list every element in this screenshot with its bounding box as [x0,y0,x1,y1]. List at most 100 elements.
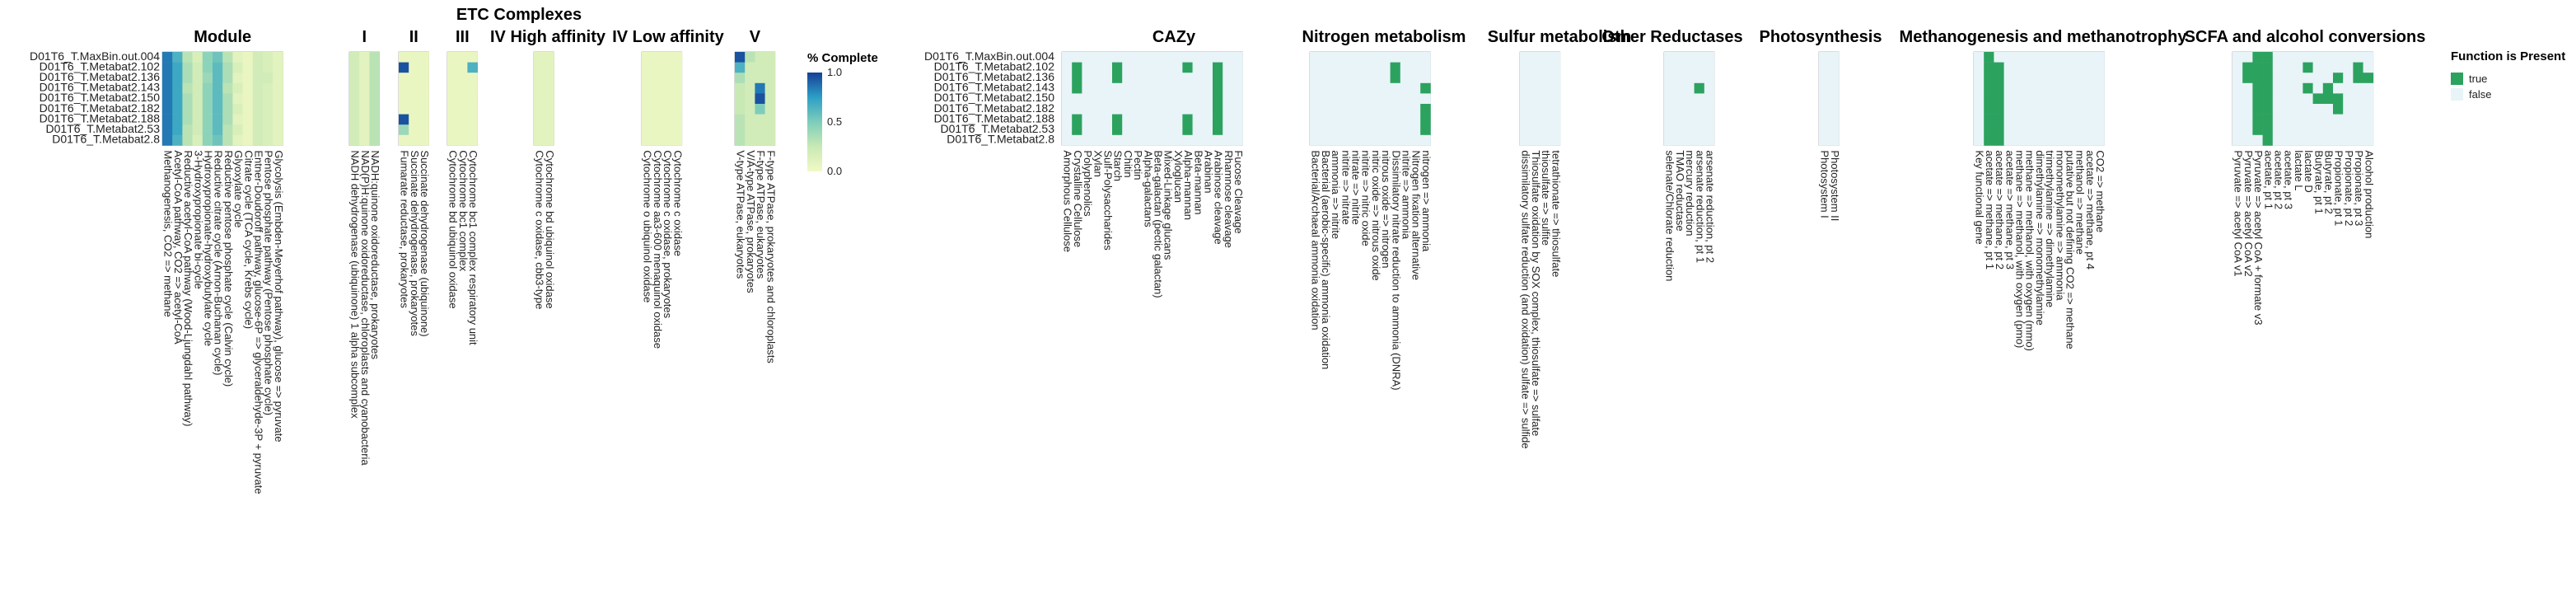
heatmap-cell [1994,93,2004,105]
panel-methanogenesis-and-methanotrophy: Methanogenesis and methanotrophy Key func… [1900,28,2188,351]
heatmap-cell [1142,134,1153,146]
heatmap-cell [1420,82,1431,94]
heatmap-cell [1072,104,1082,115]
heatmap-cell [2262,73,2274,84]
heatmap-cell [1112,104,1123,115]
heatmap-cell [2343,93,2354,105]
heatmap-cell [2333,73,2344,84]
heatmap-cell [1370,52,1381,63]
column-label: Amorphous Cellulose [1062,150,1074,252]
heatmap-cell [1349,62,1361,73]
heatmap-cell [1390,124,1401,136]
column-label: Fumarate reductase, prokaryotes [399,150,411,308]
heatmap-cell [2343,114,2354,125]
heatmap-cell [755,62,765,73]
column-label: Succinate dehydrogenase (ubiquinone) [418,150,431,336]
heatmap-cell [1400,114,1411,125]
heatmap-cell [1370,124,1381,136]
heatmap-cell [1320,73,1330,84]
heatmap-cell [2312,104,2324,115]
heatmap-cell [2322,114,2334,125]
heatmap-cell [2074,82,2085,94]
heatmap-cell [162,114,173,125]
heatmap-cell [2353,134,2363,146]
heatmap-cell [232,82,243,94]
heatmap-cell [1101,114,1113,125]
heatmap-cell [1400,104,1411,115]
heatmap-cell [1162,93,1173,105]
heatmap-cell [745,104,755,115]
heatmap-cell [1704,82,1715,94]
heatmap-cell [242,52,254,63]
heatmap-cell [2312,93,2324,105]
column-label: Propionate, pt 2 [2343,150,2355,226]
heatmap-cell [2333,82,2344,94]
heatmap-cell [1182,52,1193,63]
heatmap-cell [273,134,283,146]
heatmap-cell [1320,82,1330,94]
heatmap-cell [1360,52,1371,63]
heatmap-cell [1540,73,1550,84]
column-label: Photosystem I [1819,150,1831,218]
heatmap-cell [642,124,652,136]
heatmap-cell [1182,93,1193,105]
heatmap-cell [1420,93,1431,105]
heatmap-cell [1819,134,1830,146]
heatmap-cell [2363,124,2374,136]
heatmap-cell [1062,73,1073,84]
panel-title: I [362,28,367,46]
column-label: lactate L [2293,150,2305,190]
heatmap-cell [1142,93,1153,105]
heatmap-cell [242,114,254,125]
heatmap-cell [1132,62,1143,73]
heatmap-cell [2343,124,2354,136]
heatmap-cell [1213,82,1223,94]
heatmap-cell [252,73,264,84]
heatmap-cell [2064,82,2075,94]
heatmap-cell [1223,52,1233,63]
heatmap-cell [2363,104,2374,115]
heatmap-cell [1674,114,1685,125]
heatmap-cell [1192,124,1204,136]
column-label: Sulf-Polysaccharides [1101,150,1114,251]
column-label: Cytochrome bd ubiquinol oxidase [544,150,556,308]
heatmap-cell [1540,114,1550,125]
heatmap-cell [1684,82,1695,94]
heatmap-cell [242,82,254,94]
heatmap-cell [1674,82,1685,94]
heatmap-cell [447,62,458,73]
column-label: nitrite => ammonia [1400,150,1412,239]
heatmap-cell [534,82,545,94]
heatmap-cell [1360,62,1371,73]
heatmap-cell [359,124,370,136]
heatmap-cell [1092,134,1103,146]
heatmap-cell [2003,93,2015,105]
heatmap-cell [182,134,193,146]
heatmap-cell [1213,104,1223,115]
heatmap-cell [1142,62,1153,73]
heatmap-cell [1829,73,1840,84]
heatmap-cell [359,93,370,105]
heatmap-cell [2064,134,2075,146]
heatmap-cell [1664,134,1675,146]
heatmap-cell [1223,134,1233,146]
column-label: Mixed-Linkage glucans [1162,150,1175,260]
heatmap-cell [1704,62,1715,73]
heatmap-cell [252,62,264,73]
row-label: D01T6_T.MaxBin.out.004 [30,49,160,63]
heatmap-cell [1202,114,1213,125]
heatmap-cell [2303,134,2313,146]
heatmap-cell [1530,104,1540,115]
heatmap-cell [534,62,545,73]
heatmap-cell [2084,104,2095,115]
heatmap-cell [1684,124,1695,136]
heatmap-cell [1984,73,1994,84]
heatmap-cell [1162,114,1173,125]
heatmap-cell [1101,104,1113,115]
heatmap-cell [1994,134,2004,146]
heatmap-cell [1370,114,1381,125]
heatmap-cell [1223,114,1233,125]
heatmap-cell [349,134,360,146]
heatmap-cell [2024,62,2035,73]
